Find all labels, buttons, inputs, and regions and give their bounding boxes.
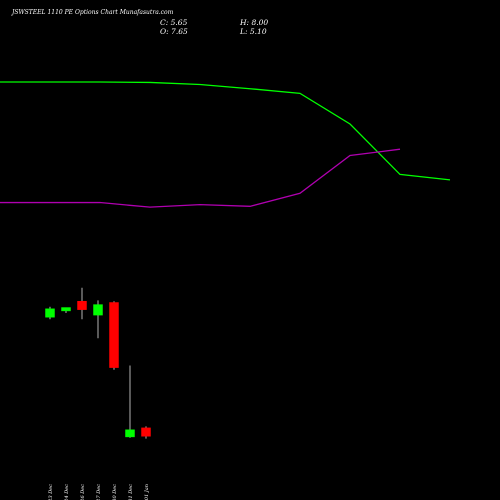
close-value: C: 5.65 <box>160 18 188 27</box>
candle-body-down <box>77 300 87 310</box>
x-axis-ticks: 23 Dec 24 Dec 26 Dec 27 Dec 30 Dec 31 Dec 01 J… <box>48 484 150 500</box>
x-tick-label: 23 Dec <box>48 484 54 500</box>
open-value: O: 7.65 <box>160 27 188 36</box>
x-tick-label: 24 Dec <box>64 484 70 500</box>
x-tick-label: 26 Dec <box>80 484 86 500</box>
candle-body-up <box>125 429 135 438</box>
x-tick-label: 27 Dec <box>96 484 102 500</box>
green-indicator-line <box>0 81 451 181</box>
candle-5 <box>125 365 135 438</box>
low-value: L: 5.10 <box>240 27 267 36</box>
x-tick-label: 30 Dec <box>112 484 118 500</box>
chart-title: JSWSTEEL 1110 PE Options Chart Munafasut… <box>12 9 174 16</box>
candle-4 <box>109 301 119 370</box>
x-tick-label: 31 Dec <box>128 484 134 500</box>
indicator-lines <box>0 81 451 208</box>
candle-body-up <box>93 304 103 316</box>
x-tick-label: 01 Jan <box>144 484 150 500</box>
high-value: H: 8.00 <box>240 18 269 27</box>
candle-0 <box>45 306 55 320</box>
candles <box>45 287 151 439</box>
candle-2 <box>77 287 87 320</box>
purple-indicator-line <box>0 148 401 208</box>
candle-body-down <box>109 302 119 368</box>
candle-3 <box>93 300 103 339</box>
candle-body-down <box>141 427 151 437</box>
candle-body-up <box>61 307 71 312</box>
candle-1 <box>61 307 71 313</box>
candle-6 <box>141 426 151 439</box>
candle-body-up <box>45 308 55 318</box>
